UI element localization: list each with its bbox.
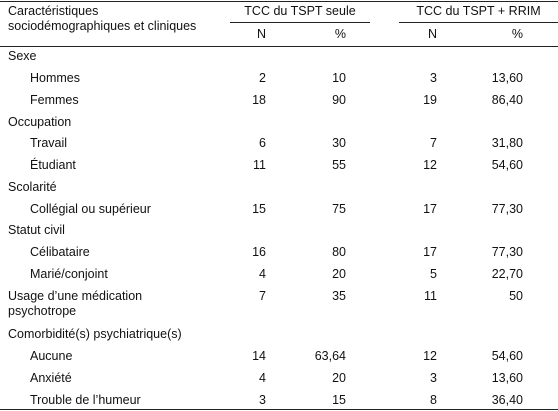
cell-pct-group1: 90 <box>332 93 346 107</box>
subcategory-label: Marié/conjoint <box>30 267 108 281</box>
table-bottom-rule <box>0 409 558 410</box>
category-label: Sexe <box>8 49 37 63</box>
header-row-label-line2: sociodémographiques et cliniques <box>8 19 197 33</box>
subcategory-label: Aucune <box>30 349 73 363</box>
header-n-group1: N <box>256 27 266 41</box>
category-label: Statut civil <box>8 223 65 237</box>
header-row-label-line1: Caractéristiques <box>8 4 99 18</box>
subcategory-label: Trouble de l’humeur <box>30 393 141 407</box>
subcategory-label: Travail <box>30 136 68 150</box>
subcategory-label: Femmes <box>30 93 79 107</box>
cell-pct-group2: 54,60 <box>491 349 523 363</box>
header-n-group2: N <box>427 27 437 41</box>
cell-pct-group2: 13,60 <box>491 371 523 385</box>
cell-pct-group1: 75 <box>332 202 346 216</box>
cell-n-group2: 3 <box>430 371 437 385</box>
cell-pct-group1: 55 <box>332 158 346 172</box>
cell-n-group1: 15 <box>252 202 266 216</box>
cell-n-group1: 4 <box>259 371 266 385</box>
category-label: Comorbidité(s) psychiatrique(s) <box>8 327 182 341</box>
category-label-line2: psychotrope <box>8 304 77 318</box>
cell-pct-group2: 50 <box>509 289 523 303</box>
cell-pct-group2: 86,40 <box>491 93 523 107</box>
cell-n-group2: 11 <box>424 289 437 303</box>
cell-pct-group1: 20 <box>332 371 346 385</box>
cell-pct-group2: 77,30 <box>491 245 523 259</box>
cell-n-group2: 12 <box>423 158 437 172</box>
cell-n-group2: 12 <box>423 349 437 363</box>
cell-n-group1: 14 <box>252 349 266 363</box>
subcategory-label: Collégial ou supérieur <box>30 202 151 216</box>
table-top-rule <box>0 1 558 2</box>
cell-n-group2: 19 <box>423 93 437 107</box>
cell-n-group1: 16 <box>252 245 266 259</box>
cell-pct-group1: 63,64 <box>314 349 346 363</box>
header-bottom-rule <box>0 46 558 47</box>
cell-pct-group1: 20 <box>332 267 346 281</box>
category-label: Occupation <box>8 115 72 129</box>
header-group1: TCC du TSPT seule <box>244 4 356 18</box>
cell-n-group1: 7 <box>259 289 266 303</box>
cell-pct-group1: 15 <box>332 393 346 407</box>
header-pct-group1: % <box>334 27 346 41</box>
cell-pct-group2: 77,30 <box>491 202 523 216</box>
cell-pct-group2: 54,60 <box>491 158 523 172</box>
cell-pct-group1: 10 <box>332 71 346 85</box>
cell-n-group1: 11 <box>253 158 266 172</box>
subcategory-label: Célibataire <box>30 245 90 259</box>
cell-n-group1: 4 <box>259 267 266 281</box>
cell-n-group2: 17 <box>423 245 437 259</box>
cell-n-group1: 2 <box>259 71 266 85</box>
subcategory-label: Étudiant <box>30 158 76 172</box>
cell-n-group2: 17 <box>423 202 437 216</box>
cell-pct-group1: 35 <box>332 289 346 303</box>
group2-underline <box>399 22 558 23</box>
cell-pct-group1: 30 <box>332 136 346 150</box>
cell-n-group2: 8 <box>430 393 437 407</box>
subcategory-label: Hommes <box>30 71 81 85</box>
cell-n-group1: 3 <box>259 393 266 407</box>
cell-n-group2: 5 <box>430 267 437 281</box>
category-label: Usage d’une médication <box>8 289 143 303</box>
group1-underline <box>230 22 370 23</box>
cell-n-group2: 7 <box>430 136 437 150</box>
cell-pct-group2: 13,60 <box>491 71 523 85</box>
header-group2: TCC du TSPT + RRIM <box>416 4 541 18</box>
cell-pct-group1: 80 <box>332 245 346 259</box>
cell-pct-group2: 22,70 <box>491 267 523 281</box>
header-pct-group2: % <box>511 27 523 41</box>
cell-n-group1: 6 <box>259 136 266 150</box>
subcategory-label: Anxiété <box>30 371 72 385</box>
cell-pct-group2: 31,80 <box>491 136 523 150</box>
cell-n-group1: 18 <box>252 93 266 107</box>
cell-pct-group2: 36,40 <box>491 393 523 407</box>
category-label: Scolarité <box>8 180 57 194</box>
cell-n-group2: 3 <box>430 71 437 85</box>
